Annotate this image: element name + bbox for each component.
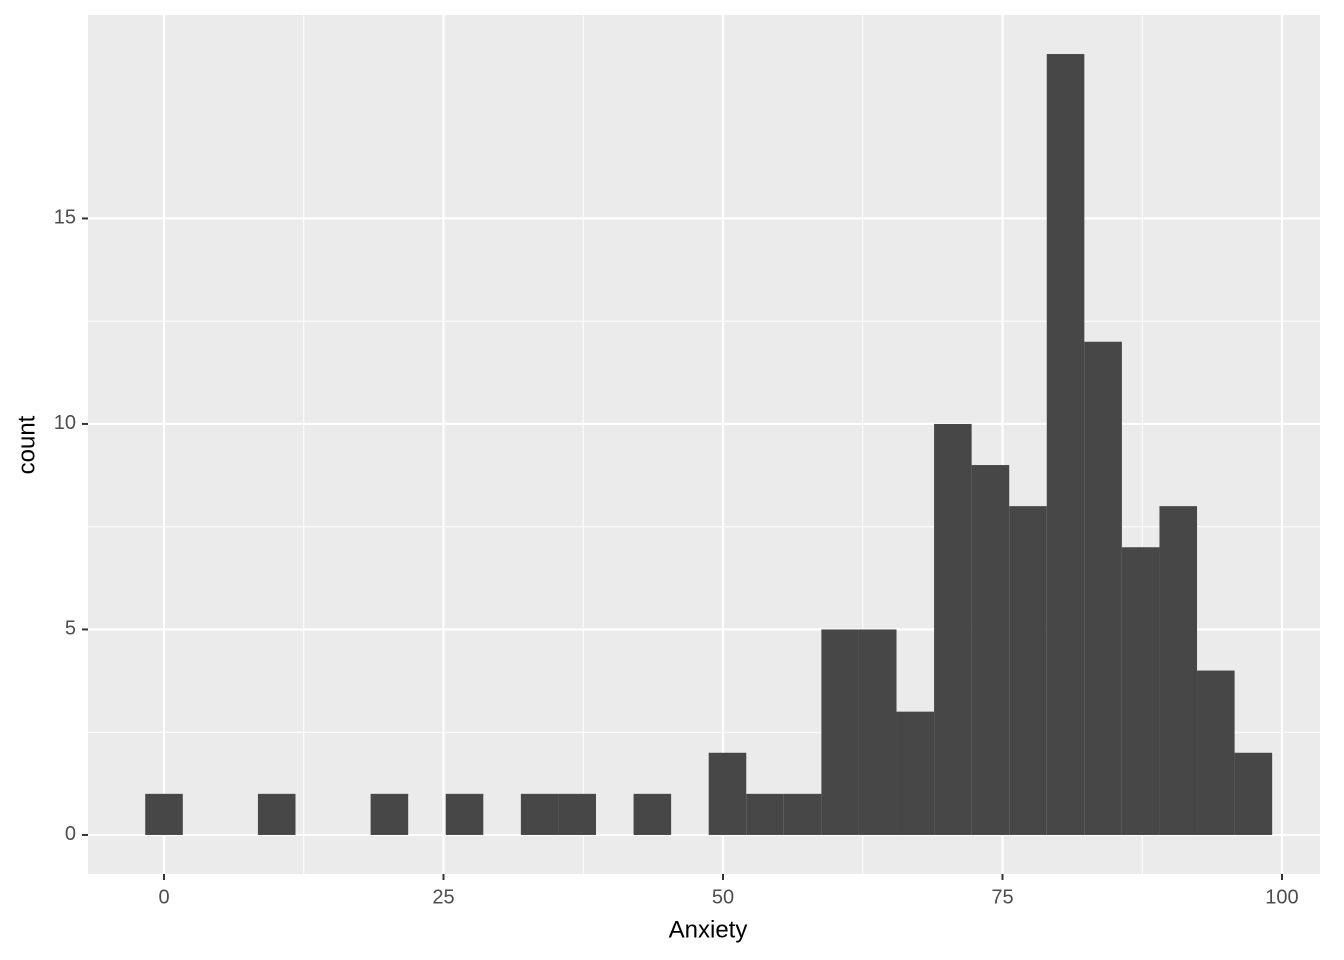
bar: [633, 793, 672, 835]
bar: [1159, 506, 1198, 835]
bar: [858, 629, 897, 835]
y-tick-label: 15: [54, 207, 76, 229]
x-axis-title: Anxiety: [669, 916, 748, 943]
y-tick-label: 0: [65, 823, 76, 845]
bar: [520, 793, 559, 835]
bar: [145, 793, 183, 835]
y-tick-label: 5: [65, 618, 76, 640]
bar: [1009, 506, 1047, 835]
bar: [896, 711, 935, 835]
bar: [445, 793, 484, 835]
bar: [370, 793, 409, 835]
bar: [257, 793, 296, 835]
x-tick-label: 100: [1265, 886, 1298, 908]
bar: [934, 423, 972, 835]
bar: [971, 465, 1010, 835]
bar: [783, 793, 822, 835]
bar: [821, 629, 859, 835]
bar: [1234, 752, 1273, 835]
bar: [558, 793, 597, 835]
bar: [708, 752, 747, 835]
bar: [1197, 670, 1235, 835]
bar: [1084, 341, 1122, 835]
bar: [1046, 54, 1085, 835]
y-tick-label: 10: [54, 412, 76, 434]
y-axis-title: count: [13, 415, 40, 474]
bar: [1121, 547, 1160, 835]
x-tick-label: 25: [432, 886, 454, 908]
x-tick-label: 0: [158, 886, 169, 908]
x-tick-label: 50: [712, 886, 734, 908]
x-tick-label: 75: [991, 886, 1013, 908]
bar: [746, 793, 784, 835]
